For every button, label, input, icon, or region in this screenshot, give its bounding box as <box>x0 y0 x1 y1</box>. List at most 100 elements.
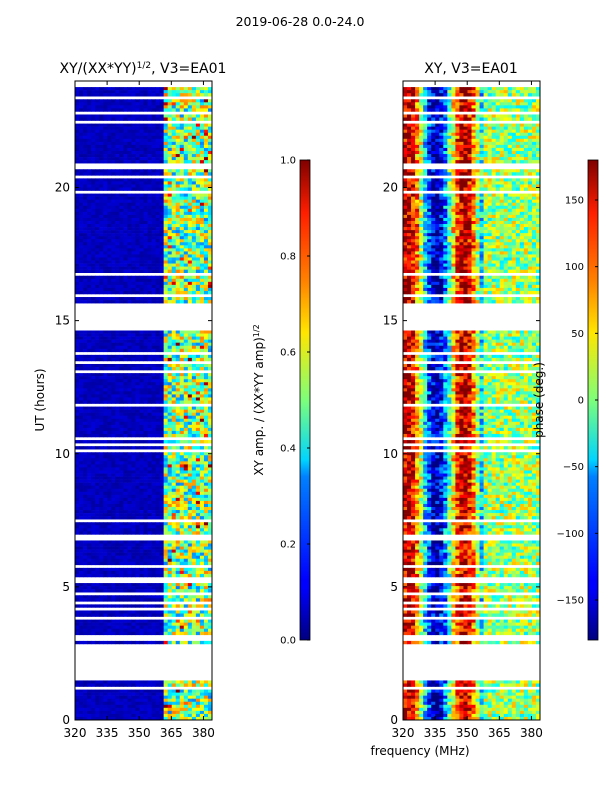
heatmap-cell <box>75 558 80 563</box>
heatmap-cell <box>143 510 148 514</box>
heatmap-cell <box>143 300 148 304</box>
heatmap-cell <box>119 409 124 413</box>
heatmap-cell <box>75 90 80 94</box>
heatmap-cell <box>183 138 189 143</box>
heatmap-cell <box>143 138 148 143</box>
heatmap-cell <box>187 236 193 240</box>
heatmap-cell <box>103 129 108 134</box>
heatmap-cell <box>95 278 100 283</box>
heatmap-cell <box>179 233 185 237</box>
heatmap-cell <box>139 172 144 176</box>
heatmap-cell <box>103 470 108 474</box>
heatmap-cell <box>203 297 209 301</box>
heatmap-cell <box>187 290 193 295</box>
heatmap-cell <box>79 132 84 137</box>
heatmap-cell <box>147 406 152 410</box>
heatmap-cell <box>75 345 80 350</box>
heatmap-cell <box>183 503 189 508</box>
heatmap-cell <box>155 382 161 386</box>
heatmap-cell <box>119 397 124 401</box>
heatmap-cell <box>175 446 181 450</box>
heatmap-cell <box>95 330 100 334</box>
heatmap-cell <box>99 211 104 216</box>
heatmap-cell <box>195 567 201 572</box>
heatmap-cell <box>183 257 189 261</box>
heatmap-cell <box>191 583 197 587</box>
heatmap-cell <box>191 455 197 459</box>
heatmap-cell <box>79 154 84 158</box>
heatmap-cell <box>167 397 173 401</box>
heatmap-cell <box>151 570 156 575</box>
heatmap-cell <box>151 275 156 280</box>
heatmap-cell <box>131 224 136 228</box>
heatmap-cell <box>191 461 197 465</box>
heatmap-cell <box>111 354 116 359</box>
heatmap-cell <box>187 613 193 617</box>
heatmap-cell <box>75 157 80 161</box>
heatmap-cell <box>111 117 116 121</box>
heatmap-cell <box>207 236 212 240</box>
heatmap-cell <box>163 160 169 164</box>
heatmap-cell <box>183 409 189 413</box>
heatmap-cell <box>203 135 209 140</box>
heatmap-cell <box>171 430 177 435</box>
heatmap-cell <box>111 93 116 97</box>
heatmap-cell <box>107 260 112 264</box>
heatmap-cell <box>103 516 108 520</box>
heatmap-cell <box>115 105 120 109</box>
heatmap-cell <box>191 430 197 435</box>
heatmap-cell <box>195 628 201 633</box>
heatmap-cell <box>203 300 209 304</box>
heatmap-cell <box>179 348 185 353</box>
heatmap-cell <box>119 640 124 645</box>
heatmap-cell <box>199 114 205 118</box>
heatmap-cell <box>207 409 212 413</box>
heatmap-cell <box>195 573 201 578</box>
heatmap-cell <box>95 516 100 520</box>
heatmap-cell <box>103 680 108 684</box>
heatmap-cell <box>203 214 209 219</box>
heatmap-cell <box>159 123 165 127</box>
heatmap-cell <box>179 90 185 94</box>
heatmap-cell <box>107 470 112 474</box>
heatmap-cell <box>155 467 161 471</box>
heatmap-cell <box>99 196 104 200</box>
heatmap-cell <box>159 147 165 152</box>
heatmap-cell <box>175 561 181 566</box>
heatmap-cell <box>111 455 116 459</box>
heatmap-cell <box>183 211 189 216</box>
heatmap-cell <box>135 415 140 420</box>
heatmap-cell <box>191 376 197 380</box>
heatmap-cell <box>107 254 112 258</box>
heatmap-cell <box>75 208 80 213</box>
heatmap-cell <box>99 573 104 578</box>
heatmap-cell <box>199 205 205 210</box>
heatmap-cell <box>143 239 148 243</box>
heatmap-cell <box>75 205 80 210</box>
heatmap-cell <box>119 114 124 118</box>
heatmap-cell <box>115 528 120 532</box>
heatmap-cell <box>151 497 156 502</box>
heatmap-cell <box>163 300 169 304</box>
heatmap-cell <box>107 479 112 483</box>
heatmap-cell <box>187 619 193 623</box>
heatmap-cell <box>155 205 161 210</box>
heatmap-cell <box>155 102 161 106</box>
heatmap-cell <box>75 214 80 219</box>
heatmap-cell <box>167 525 173 529</box>
heatmap-cell <box>111 199 116 204</box>
heatmap-cell <box>139 342 144 347</box>
heatmap-cell <box>199 467 205 471</box>
heatmap-cell <box>159 266 165 270</box>
heatmap-cell <box>195 354 201 359</box>
heatmap-cell <box>131 491 136 496</box>
heatmap-cell <box>191 129 197 134</box>
heatmap-cell <box>151 458 156 462</box>
heatmap-cell <box>83 640 88 645</box>
heatmap-cell <box>207 248 212 252</box>
heatmap-cell <box>127 342 132 347</box>
heatmap-cell <box>99 373 104 377</box>
heatmap-cell <box>143 254 148 258</box>
heatmap-cell <box>87 546 92 550</box>
